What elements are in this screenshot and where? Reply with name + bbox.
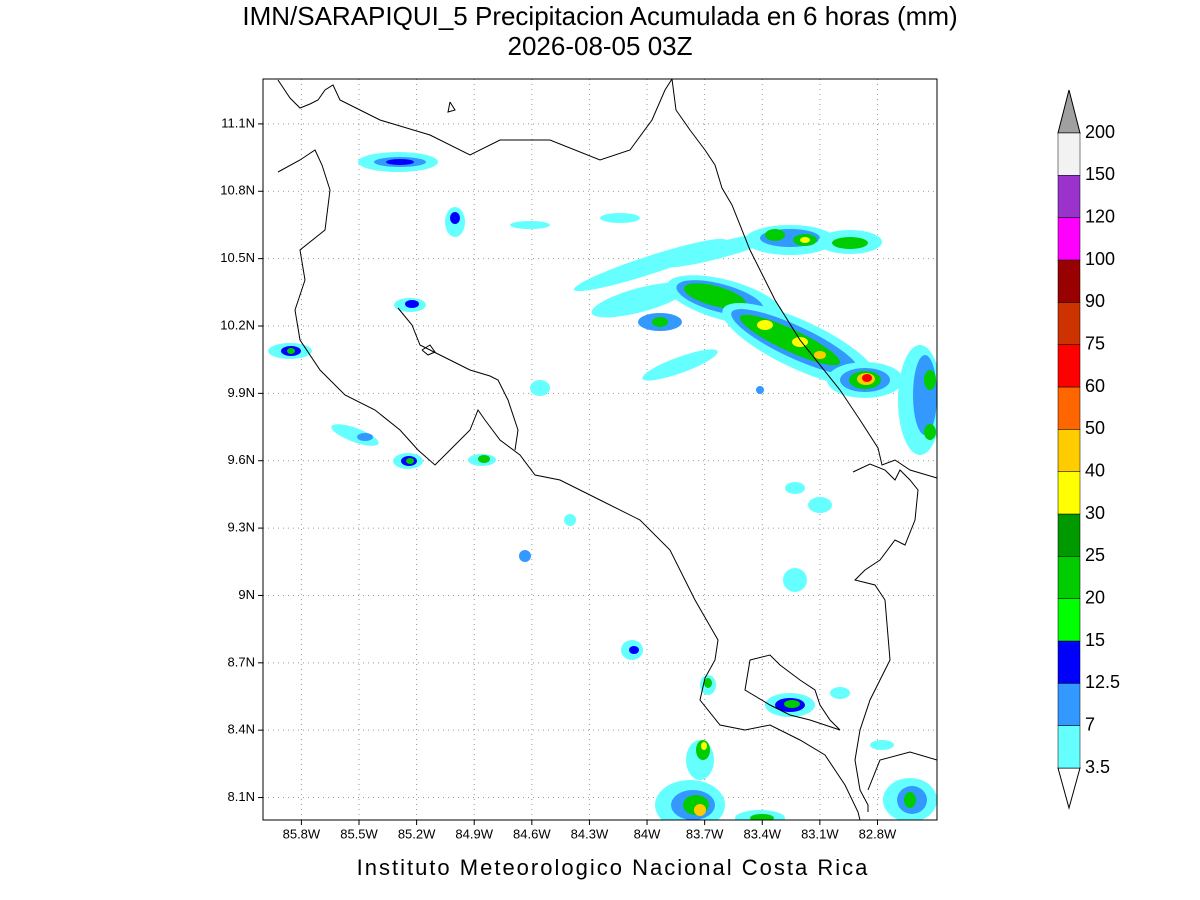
x-tick-label: 84W — [634, 826, 661, 841]
colorbar-box — [1057, 429, 1081, 472]
x-tick-label: 83.4W — [743, 826, 781, 841]
y-tick-label: 9.3N — [228, 520, 255, 535]
x-tick-label: 83.7W — [686, 826, 724, 841]
colorbar-under — [1057, 767, 1081, 810]
title: IMN/SARAPIQUI_5 Precipitacion Acumulada … — [242, 1, 957, 31]
colorbar-label: 7 — [1085, 714, 1095, 734]
x-tick-label: 84.9W — [455, 826, 493, 841]
precip-area — [268, 152, 937, 820]
colorbar-box — [1057, 217, 1081, 261]
y-tick-label: 8.1N — [228, 789, 255, 804]
colorbar-box — [1057, 132, 1081, 176]
grid: 85.8W 85.5W 85.2W 84.9W 84.6W 84.3W 84W 83.7W 83… — [220, 79, 937, 841]
colorbar-label: 15 — [1085, 630, 1105, 650]
colorbar-label: 100 — [1085, 249, 1115, 269]
colorbar-label: 75 — [1085, 333, 1105, 353]
x-tick-label: 85.2W — [398, 826, 436, 841]
y-tick-label: 10.8N — [220, 183, 255, 198]
colorbar-box — [1057, 344, 1081, 388]
colorbar-over — [1057, 89, 1081, 134]
y-tick-label: 8.4N — [228, 722, 255, 737]
colorbar-label: 3.5 — [1085, 757, 1110, 777]
y-tick-label: 9.9N — [228, 385, 255, 400]
colorbar-label: 120 — [1085, 206, 1115, 226]
colorbar-label: 30 — [1085, 503, 1105, 523]
y-tick-label: 9N — [238, 587, 255, 602]
colorbar-label: 60 — [1085, 376, 1105, 396]
x-tick-label: 83.1W — [801, 826, 839, 841]
x-tick-label: 82.8W — [859, 826, 897, 841]
coastline — [277, 79, 937, 820]
x-tick-label: 84.6W — [513, 826, 551, 841]
colorbar-box — [1057, 302, 1081, 345]
y-tick-label: 10.5N — [220, 250, 255, 265]
y-tick-label: 9.6N — [228, 452, 255, 467]
map-frame — [262, 78, 938, 821]
colorbar-box — [1057, 471, 1081, 515]
colorbar-label: 12.5 — [1085, 672, 1120, 692]
y-tick-label: 8.7N — [228, 654, 255, 669]
colorbar: 3.5 7 12.5 15 20 25 30 40 50 60 75 90 100 120 150 200 — [1057, 89, 1120, 810]
colorbar-box — [1057, 259, 1081, 303]
colorbar-box — [1057, 725, 1081, 769]
colorbar-box — [1057, 640, 1081, 684]
y-tick-label: 10.2N — [220, 317, 255, 332]
colorbar-label: 40 — [1085, 460, 1105, 480]
colorbar-label: 25 — [1085, 545, 1105, 565]
colorbar-box — [1057, 683, 1081, 726]
colorbar-label: 200 — [1085, 122, 1115, 142]
colorbar-box — [1057, 513, 1081, 557]
colorbar-box — [1057, 556, 1081, 599]
x-tick-label: 84.3W — [571, 826, 609, 841]
colorbar-label: 150 — [1085, 164, 1115, 184]
y-tick-label: 11.1N — [221, 115, 255, 130]
footer: Instituto Meteorologico Nacional Costa R… — [357, 855, 870, 880]
colorbar-box — [1057, 598, 1081, 642]
colorbar-box — [1057, 175, 1081, 218]
x-tick-label: 85.8W — [283, 826, 321, 841]
colorbar-label: 20 — [1085, 587, 1105, 607]
precip-layer — [268, 152, 937, 820]
colorbar-box — [1057, 386, 1081, 430]
colorbar-label: 90 — [1085, 291, 1105, 311]
x-tick-label: 85.5W — [340, 826, 378, 841]
colorbar-label: 50 — [1085, 418, 1105, 438]
subtitle: 2026-08-05 03Z — [507, 31, 692, 61]
